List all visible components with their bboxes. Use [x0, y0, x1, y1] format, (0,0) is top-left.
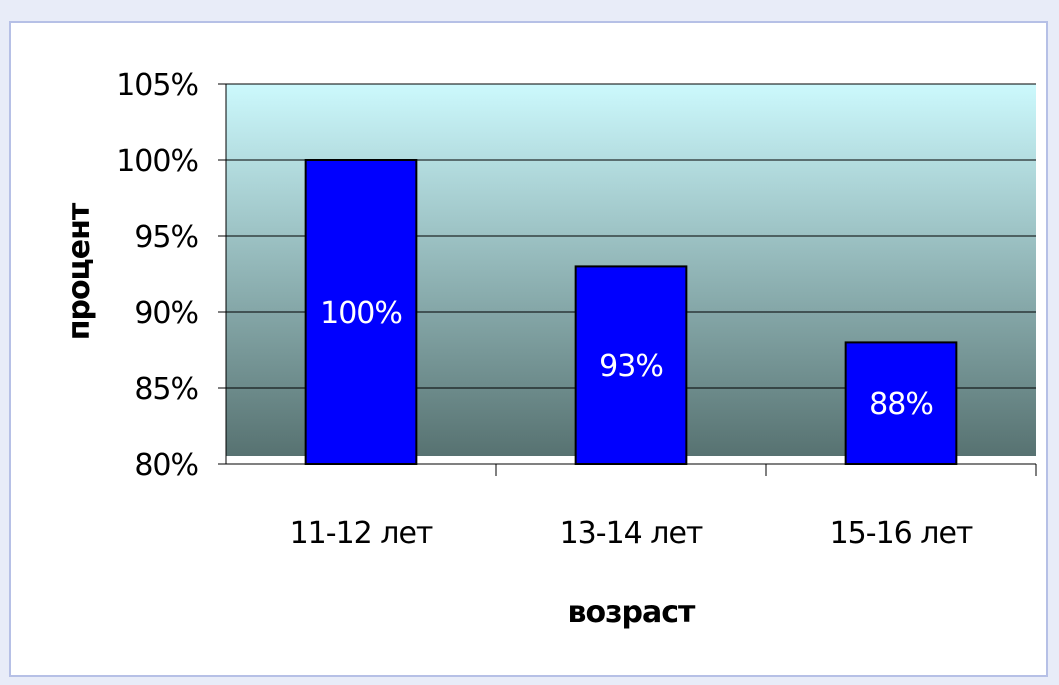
y-tick-label: 90%: [134, 296, 198, 331]
x-tick-label: 13-14 лет: [560, 516, 703, 551]
y-axis-title: процент: [62, 202, 97, 340]
axes: [218, 83, 1037, 476]
bars: [304, 159, 958, 465]
bar-data-label: 93%: [599, 349, 663, 384]
y-tick-label: 100%: [116, 144, 198, 179]
x-tick-label: 15-16 лет: [830, 516, 973, 551]
y-tick-label: 95%: [134, 220, 198, 255]
x-axis-title: возраст: [568, 595, 697, 630]
bar-data-label: 88%: [869, 387, 933, 422]
bar: [844, 341, 958, 465]
bar-data-label: 100%: [320, 296, 402, 331]
bar: [574, 265, 688, 465]
x-tick-label: 11-12 лет: [290, 516, 433, 551]
y-tick-label: 80%: [134, 448, 198, 483]
labels: 80% 85% 90% 95% 100% 105% 100% 11-12 лет 93% 13-1…: [116, 68, 974, 551]
y-tick-label: 85%: [134, 372, 198, 407]
bar: [304, 159, 418, 465]
y-tick-label: 105%: [116, 68, 198, 103]
